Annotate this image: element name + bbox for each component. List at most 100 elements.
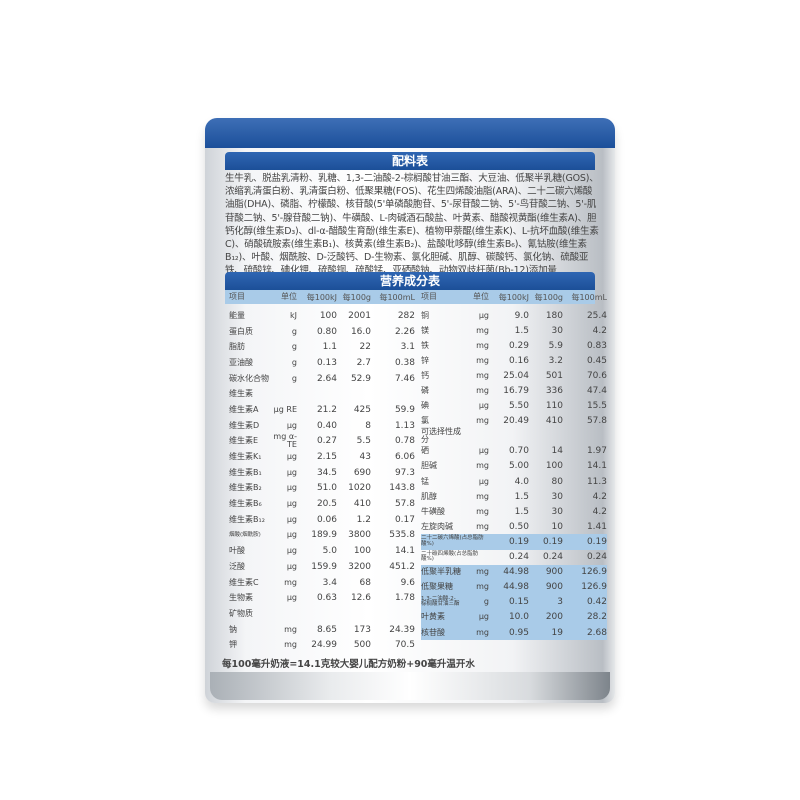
table-cell: μg: [286, 514, 297, 524]
table-cell: 矿物质: [229, 608, 253, 618]
table-row: 维生素K₁ μg 2.15 43 6.06: [229, 449, 415, 465]
table-cell: 叶酸: [229, 546, 245, 556]
table-cell: μg: [478, 446, 489, 456]
table-cell: 8.65: [316, 624, 337, 635]
table-cell: 0.19: [508, 536, 529, 547]
table-cell: kJ: [290, 310, 297, 320]
table-cell: 钙: [421, 370, 429, 380]
table-cell: 34.5: [316, 467, 337, 478]
table-cell: μg: [478, 612, 489, 622]
table-row: 泛酸 μg 159.9 3200 451.2: [229, 559, 415, 575]
table-cell: 20.5: [316, 499, 337, 510]
table-cell: 维生素A: [229, 404, 259, 414]
table-cell: μg: [286, 467, 297, 477]
table-cell: 氯: [421, 416, 429, 426]
header-row-right: 项目 单位 每100kJ 每100g 每100mL: [421, 290, 607, 304]
table-cell: 10: [551, 521, 563, 532]
table-cell: 0.80: [316, 326, 337, 337]
table-cell: 25.04: [503, 370, 529, 381]
table-cell: 100: [353, 546, 371, 557]
table-cell: 126.9: [581, 582, 607, 593]
table-cell: 维生素B₂: [229, 483, 262, 493]
table-cell: 1.5: [514, 506, 529, 517]
table-cell: 189.9: [311, 530, 337, 541]
table-cell: 低聚半乳糖: [421, 567, 461, 577]
table-row: 核苷酸 mg 0.95 19 2.68: [421, 624, 607, 641]
table-cell: 泛酸: [229, 561, 245, 571]
table-cell: 51.0: [316, 483, 337, 494]
table-cell: 0.27: [316, 436, 337, 447]
table-cell: 44.98: [503, 582, 529, 593]
table-cell: 维生素K₁: [229, 452, 262, 462]
table-cell: 钠: [229, 624, 237, 634]
table-cell: 9.6: [400, 577, 415, 588]
table-row: 低聚果糖 mg 44.98 900 126.9: [421, 579, 607, 595]
table-cell: mg: [476, 627, 489, 637]
table-cell: 核苷酸: [421, 627, 445, 637]
table-cell: 0.95: [508, 627, 529, 638]
table-cell: mg: [476, 521, 489, 531]
table-cell: mg α-TE: [273, 432, 297, 450]
table-cell: 1.97: [586, 446, 607, 457]
table-cell: 44.98: [503, 567, 529, 578]
table-cell: 9.0: [514, 310, 529, 321]
table-cell: mg: [284, 577, 297, 587]
table-cell: 410: [545, 416, 563, 427]
table-cell: 叶黄素: [421, 612, 445, 622]
table-cell: 173: [353, 624, 371, 635]
table-cell: μg: [478, 401, 489, 411]
table-cell: 11.3: [586, 476, 607, 487]
table-cell: 900: [545, 582, 563, 593]
table-row: 钾 mg 24.99 500 70.5: [229, 637, 415, 653]
table-row: 能量 kJ 100 2001 282: [229, 308, 415, 324]
table-cell: 生物素: [229, 593, 253, 603]
table-cell: mg: [476, 582, 489, 592]
table-cell: 维生素C: [229, 577, 259, 587]
table-cell: 锰: [421, 476, 429, 486]
table-row: 硒 μg 0.70 14 1.97: [421, 444, 607, 459]
table-row: 烟酸(烟酰胺) μg 189.9 3800 535.8: [229, 528, 415, 544]
table-cell: 4.0: [514, 476, 529, 487]
table-cell: 维生素B₁: [229, 467, 262, 477]
table-cell: 126.9: [581, 567, 607, 578]
table-cell: 0.15: [508, 597, 529, 608]
table-cell: 143.8: [389, 483, 415, 494]
table-cell: 30: [551, 491, 563, 502]
table-cell: 20.49: [503, 416, 529, 427]
table-row: 铁 mg 0.29 5.9 0.83: [421, 338, 607, 353]
table-cell: 8: [365, 420, 371, 431]
table-cell: 二十碳四烯酸(占总脂肪酸%): [421, 550, 479, 563]
table-cell: μg: [286, 499, 297, 509]
table-cell: 68: [359, 577, 371, 588]
table-cell: 1020: [348, 483, 371, 494]
table-cell: 5.50: [508, 401, 529, 412]
table-cell: μg: [286, 420, 297, 430]
table-cell: 2.26: [394, 326, 415, 337]
table-cell: 22: [359, 342, 371, 353]
table-cell: 501: [545, 370, 563, 381]
table-cell: 1,3-二油酸-2-棕榈酸甘油三酯: [421, 595, 460, 608]
table-cell: 3.4: [322, 577, 337, 588]
table-cell: 14: [551, 446, 563, 457]
table-cell: 肌醇: [421, 491, 437, 501]
table-row: 维生素B₆ μg 20.5 410 57.8: [229, 496, 415, 512]
table-cell: 21.2: [316, 404, 337, 415]
table-cell: 0.06: [316, 514, 337, 525]
can-bottom: [210, 672, 610, 700]
table-cell: 磷: [421, 386, 429, 396]
table-cell: 100: [319, 310, 337, 321]
table-cell: 2.15: [316, 452, 337, 463]
table-cell: mg: [476, 416, 489, 426]
table-row: 1,3-二油酸-2-棕榈酸甘油三酯 g 0.15 3 0.42: [421, 594, 607, 610]
table-cell: 59.9: [394, 404, 415, 415]
table-cell: 1.1: [322, 342, 337, 353]
table-cell: 70.6: [586, 370, 607, 381]
table-cell: 硒: [421, 446, 429, 456]
table-cell: 16.79: [503, 386, 529, 397]
table-cell: 维生素: [229, 389, 253, 399]
table-cell: 6.06: [394, 452, 415, 463]
table-cell: 4.2: [592, 506, 607, 517]
table-row: 维生素C mg 3.4 68 9.6: [229, 575, 415, 591]
table-cell: 0.16: [508, 355, 529, 366]
table-cell: 铁: [421, 340, 429, 350]
